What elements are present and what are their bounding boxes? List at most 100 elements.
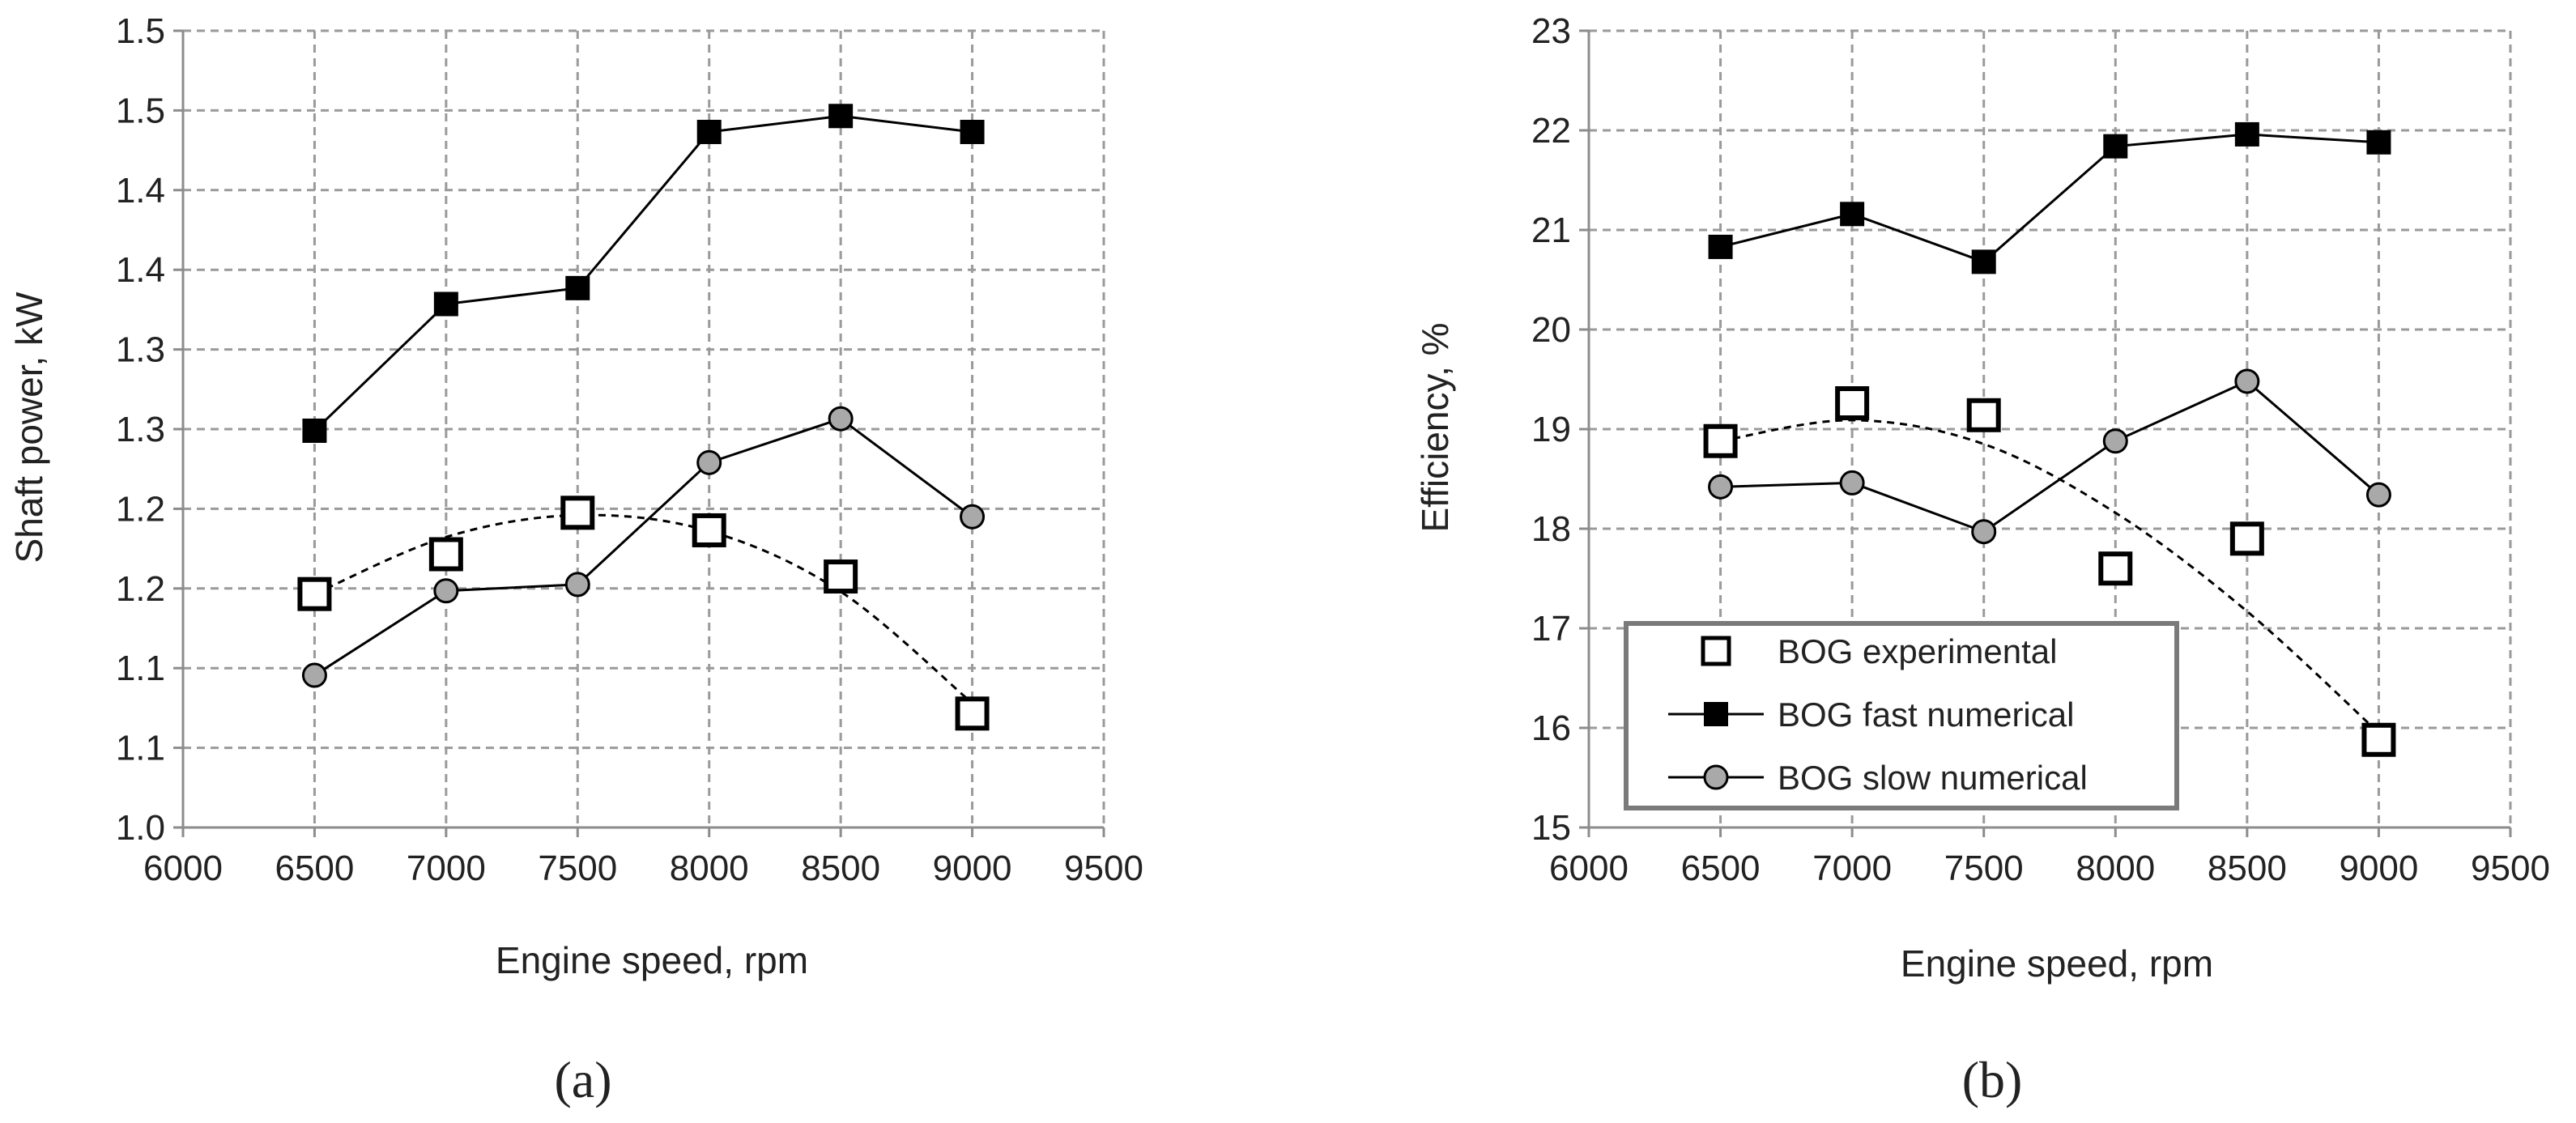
marker-open-square (1966, 398, 2001, 432)
marker-gray-circle (1839, 470, 1865, 496)
marker-filled-square (433, 291, 458, 317)
x-tick-label: 9500 (2471, 849, 2550, 888)
x-tick-label: 9500 (1064, 849, 1143, 888)
marker-open-square (955, 696, 990, 731)
x-tick-label: 6000 (1549, 849, 1629, 888)
chart-b-efficiency: 6000 6500 7000 7500 8000 8500 9000 9500 1516171… (1414, 11, 2550, 1108)
marker-gray-circle (1708, 474, 1734, 500)
x-tick-label: 6000 (143, 849, 223, 888)
y-tick-label: 1.4 (116, 171, 165, 211)
legend-label-fast: BOG fast numerical (1778, 695, 2074, 734)
chart-b-y-axis-title: Efficiency, % (1414, 322, 1456, 532)
y-tick-label: 1.1 (116, 649, 165, 688)
x-tick-label: 7500 (1944, 849, 2024, 888)
marker-gray-circle (2234, 368, 2260, 394)
y-tick-label: 1.3 (116, 410, 165, 449)
marker-open-square (2361, 722, 2396, 757)
y-tick-label: 1.3 (116, 330, 165, 370)
legend-gray-circle-icon (1703, 764, 1729, 790)
series-line-fast (313, 114, 973, 432)
marker-filled-square (2234, 121, 2259, 147)
x-tick-label: 9000 (2339, 849, 2418, 888)
marker-filled-square (696, 119, 722, 144)
marker-open-square (1703, 423, 1738, 458)
chart-a-panel-label: (a) (554, 1051, 611, 1108)
marker-filled-square (828, 104, 854, 129)
x-tick-label: 7000 (407, 849, 486, 888)
x-tick-label: 7000 (1812, 849, 1892, 888)
chart-b-x-axis-title: Engine speed, rpm (1901, 942, 2213, 985)
y-tick-label: 1.2 (116, 569, 165, 609)
marker-filled-square (1708, 234, 1733, 259)
x-tick-label: 6500 (1681, 849, 1761, 888)
marker-filled-square (2366, 130, 2391, 155)
chart-b-y-tick-labels: 15 16 17 18 19 20 21 22 23 (1531, 11, 1571, 848)
x-tick-label: 7500 (538, 849, 617, 888)
y-tick-label: 22 (1531, 111, 1571, 151)
series-line-fast (1720, 133, 2379, 264)
chart-b-series-markers (1703, 121, 2396, 757)
marker-gray-circle (696, 449, 722, 475)
legend-item-fast: BOG fast numerical (1668, 695, 2074, 734)
x-tick-label: 8500 (2208, 849, 2287, 888)
series-line-slow (1720, 380, 2380, 534)
chart-a-y-tick-labels: 1.0 1.1 1.1 1.2 1.2 1.3 1.3 1.4 1.4 1.5 1.5 (116, 11, 165, 848)
marker-filled-square (960, 119, 985, 144)
x-tick-label: 9000 (933, 849, 1012, 888)
marker-filled-square (1971, 249, 1996, 274)
y-tick-label: 18 (1531, 509, 1571, 549)
marker-open-square (428, 537, 463, 572)
marker-gray-circle (564, 572, 590, 598)
marker-open-square (692, 513, 726, 547)
chart-b-panel-label: (b) (1962, 1051, 2023, 1108)
y-tick-label: 1.5 (116, 91, 165, 130)
x-tick-label: 8000 (670, 849, 749, 888)
marker-open-square (2098, 551, 2133, 586)
marker-filled-square (565, 275, 590, 300)
chart-a-shaft-power: 6000 6500 7000 7500 8000 8500 9000 9500 1.01.11… (8, 11, 1143, 1108)
chart-a-x-tick-labels: 6000 6500 7000 7500 8000 8500 9000 9500 (143, 849, 1143, 888)
y-tick-label: 17 (1531, 609, 1571, 649)
chart-b-series-lines (1720, 133, 2380, 734)
chart-b-axes (1579, 29, 2512, 837)
chart-b-x-tick-labels: 6000 6500 7000 7500 8000 8500 9000 9500 (1549, 849, 2550, 888)
marker-open-square (1835, 386, 1870, 421)
marker-filled-square (1840, 202, 1865, 227)
marker-gray-circle (301, 662, 327, 688)
marker-gray-circle (2102, 428, 2128, 454)
legend-item-slow: BOG slow numerical (1668, 759, 2088, 797)
marker-filled-square (302, 418, 327, 443)
legend-label-experimental: BOG experimental (1778, 632, 2057, 670)
chart-a-series-lines (313, 114, 973, 704)
marker-open-square (560, 496, 595, 530)
chart-a-x-axis-title: Engine speed, rpm (496, 939, 808, 981)
marker-gray-circle (1971, 519, 1997, 545)
x-tick-label: 8500 (801, 849, 880, 888)
x-tick-label: 6500 (275, 849, 354, 888)
chart-a-axes (173, 29, 1105, 837)
y-tick-label: 1.0 (116, 808, 165, 848)
chart-a-series-markers (297, 104, 990, 731)
y-tick-label: 15 (1531, 808, 1571, 848)
trend-line-dashed (1720, 419, 2380, 734)
y-tick-label: 20 (1531, 310, 1571, 350)
marker-gray-circle (2365, 482, 2391, 508)
trend-line-dashed (313, 513, 973, 704)
marker-gray-circle (433, 578, 459, 604)
y-tick-label: 1.4 (116, 250, 165, 290)
chart-a-y-axis-title: Shaft power, kW (8, 291, 50, 563)
legend-label-slow: BOG slow numerical (1778, 759, 2088, 797)
y-tick-label: 1.1 (116, 729, 165, 768)
legend: BOG experimental BOG fast numerical BOG … (1624, 621, 2179, 810)
marker-gray-circle (828, 406, 854, 432)
y-tick-label: 1.2 (116, 489, 165, 529)
chart-a-gridlines (183, 29, 1105, 827)
marker-open-square (297, 576, 332, 611)
series-line-slow (313, 417, 973, 677)
y-tick-label: 19 (1531, 410, 1571, 449)
marker-filled-square (2103, 134, 2128, 159)
y-tick-label: 1.5 (116, 11, 165, 51)
y-tick-label: 16 (1531, 708, 1571, 748)
y-tick-label: 23 (1531, 11, 1571, 51)
